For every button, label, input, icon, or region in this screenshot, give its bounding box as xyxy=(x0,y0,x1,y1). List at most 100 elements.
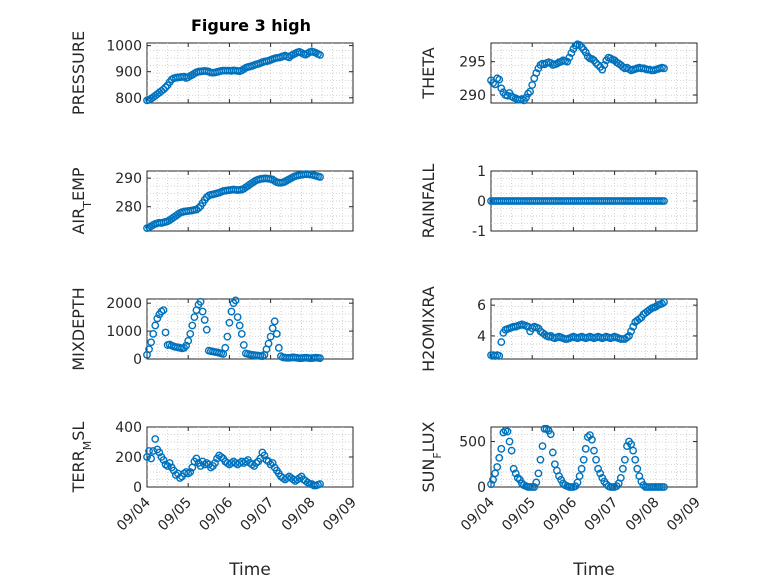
data-point xyxy=(211,459,219,467)
grid-lines xyxy=(147,299,353,359)
data-point xyxy=(600,61,609,69)
y-tick-label: 290 xyxy=(459,88,486,104)
data-point xyxy=(495,352,504,360)
data-point xyxy=(627,327,635,336)
data-point xyxy=(585,431,594,440)
data-point xyxy=(487,480,495,489)
data-point xyxy=(237,329,246,338)
data-point xyxy=(182,341,191,350)
data-point xyxy=(495,454,504,462)
y-label-part: H2OMIXRA xyxy=(419,286,438,372)
data-point xyxy=(270,317,279,326)
data-point xyxy=(565,53,574,62)
data-point xyxy=(227,307,236,316)
grid-lines xyxy=(491,171,697,231)
data-point xyxy=(511,469,520,478)
data-point xyxy=(528,81,537,89)
series-markers xyxy=(487,40,668,105)
data-point xyxy=(145,345,153,354)
data-point xyxy=(272,329,281,338)
data-point xyxy=(625,332,633,340)
data-point xyxy=(532,69,541,77)
data-point xyxy=(186,468,195,476)
data-point xyxy=(266,332,275,341)
data-point xyxy=(581,48,590,57)
y-label-subscript: M xyxy=(81,441,94,451)
data-point xyxy=(526,87,535,96)
y-axis-label: H2OMIXRA xyxy=(419,286,438,372)
subplot-2: 290 295 THETA xyxy=(419,40,698,105)
series-markers xyxy=(487,298,668,360)
data-point xyxy=(623,442,631,450)
data-point xyxy=(180,343,188,352)
data-point xyxy=(594,464,603,473)
data-point xyxy=(631,455,640,464)
data-point xyxy=(621,455,629,464)
data-point xyxy=(534,469,543,478)
y-tick-label: 6 xyxy=(477,298,486,314)
y-tick-label: 1 xyxy=(477,164,486,180)
data-point xyxy=(186,329,195,338)
series-markers xyxy=(487,197,668,205)
data-point xyxy=(268,324,277,333)
data-point xyxy=(592,59,600,67)
data-point xyxy=(198,307,207,316)
data-point xyxy=(497,338,506,346)
data-point xyxy=(192,454,201,463)
data-point xyxy=(223,332,232,341)
data-point xyxy=(579,455,588,464)
y-tick-label: 1000 xyxy=(106,39,142,55)
subplot-6: 4 6 H2OMIXRA xyxy=(419,286,698,372)
data-point xyxy=(161,328,170,337)
data-point xyxy=(147,454,156,463)
data-point xyxy=(577,464,586,473)
data-point xyxy=(629,322,638,331)
y-tick-label: 200 xyxy=(115,450,142,466)
data-point xyxy=(196,297,205,306)
data-point xyxy=(260,451,269,460)
data-point xyxy=(536,455,545,464)
data-point xyxy=(274,343,283,352)
y-axis-label: SUNFLUX xyxy=(419,421,444,492)
data-point xyxy=(633,464,642,473)
data-point xyxy=(660,64,668,73)
data-point xyxy=(145,447,153,455)
data-point xyxy=(532,478,541,487)
data-point xyxy=(202,325,211,334)
y-tick-label: 0 xyxy=(477,480,486,496)
data-point xyxy=(190,313,199,322)
data-point xyxy=(524,89,532,98)
data-point xyxy=(235,321,244,330)
y-tick-label: 2000 xyxy=(106,296,142,312)
data-point xyxy=(161,83,170,92)
data-point xyxy=(509,464,518,473)
data-point xyxy=(231,296,240,305)
data-point xyxy=(538,442,547,450)
data-point xyxy=(225,318,234,327)
y-axis-label: RAINFALL xyxy=(419,164,438,239)
y-label-part: THETA xyxy=(419,47,438,99)
data-point xyxy=(316,480,324,488)
subplot-4: -1 0 1 RAINFALL xyxy=(419,164,698,240)
data-point xyxy=(268,459,277,467)
y-tick-label: 500 xyxy=(459,435,486,451)
data-point xyxy=(316,354,324,363)
y-label-part: RAINFALL xyxy=(419,164,438,239)
data-point xyxy=(495,75,504,84)
subplot-3: 280 290 AIRTEMP xyxy=(69,167,354,235)
data-point xyxy=(159,306,168,315)
data-point xyxy=(264,339,273,348)
data-point xyxy=(497,84,506,93)
series-markers xyxy=(143,170,324,233)
grid-lines xyxy=(491,299,697,359)
data-point xyxy=(629,446,638,455)
data-point xyxy=(660,298,668,306)
y-label-subscript: T xyxy=(81,201,94,209)
y-label-part: TERR xyxy=(69,450,88,493)
y-tick-label: 290 xyxy=(115,171,142,187)
data-point xyxy=(165,459,174,467)
data-point xyxy=(155,448,164,457)
data-point xyxy=(194,204,203,213)
data-point xyxy=(505,437,514,446)
